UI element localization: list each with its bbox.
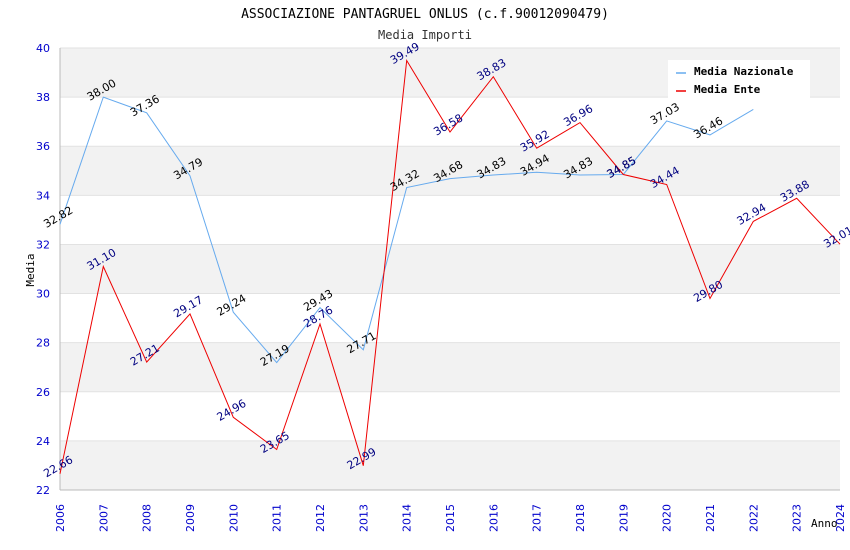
x-tick-label: 2015 [444, 504, 457, 532]
data-label: 36.58 [431, 111, 465, 138]
y-tick-labels: 22 24 26 28 30 32 34 36 38 40 [36, 42, 50, 497]
chart-subtitle: Media Importi [378, 28, 472, 42]
x-tick-label: 2017 [531, 504, 544, 532]
x-tick-label: 2010 [227, 504, 240, 532]
series-line-media-nazionale [59, 96, 754, 364]
series-line-media-ente [59, 58, 841, 474]
grid-band [60, 244, 840, 294]
data-label: 36.96 [561, 102, 595, 129]
y-tick-label: 38 [36, 91, 50, 104]
data-label: 32.82 [41, 204, 75, 231]
legend-label-media-ente: Media Ente [694, 83, 761, 96]
x-tick-label: 2022 [747, 504, 760, 532]
x-tick-label: 2021 [704, 504, 717, 532]
x-tick-label: 2020 [661, 504, 674, 532]
x-tick-label: 2006 [54, 504, 67, 532]
y-tick-label: 36 [36, 140, 50, 153]
grid-lines [60, 47, 840, 491]
y-tick-label: 34 [36, 189, 50, 202]
x-tick-label: 2024 [834, 504, 847, 532]
y-axis-label: Media [24, 253, 37, 286]
x-tick-label: 2019 [617, 504, 630, 532]
x-tick-label: 2016 [487, 504, 500, 532]
x-tick-label: 2007 [97, 504, 110, 532]
x-tick-labels: 2006 2007 2008 2009 2010 2011 2012 2013 2014 2015… [54, 504, 847, 532]
grid-bands [60, 48, 840, 490]
y-tick-label: 30 [36, 288, 50, 301]
y-tick-label: 40 [36, 42, 50, 55]
grid-band [60, 342, 840, 392]
y-tick-label: 32 [36, 238, 50, 251]
series-lines [59, 58, 841, 474]
data-label: 24.96 [215, 397, 249, 424]
y-tick-label: 24 [36, 435, 50, 448]
x-tick-label: 2008 [141, 504, 154, 532]
x-tick-label: 2014 [401, 504, 414, 532]
grid-band [60, 440, 840, 490]
legend: Media Nazionale Media Ente [668, 60, 810, 100]
y-tick-label: 22 [36, 484, 50, 497]
legend-background [668, 60, 810, 100]
y-tick-label: 28 [36, 337, 50, 350]
x-tick-label: 2011 [271, 504, 284, 532]
chart-title: ASSOCIAZIONE PANTAGRUEL ONLUS (c.f.90012… [241, 7, 609, 22]
x-tick-label: 2023 [791, 504, 804, 532]
x-axis-label: Anno [811, 517, 838, 530]
legend-label-media-nazionale: Media Nazionale [694, 65, 794, 78]
x-tick-label: 2013 [357, 504, 370, 532]
data-label: 36.46 [691, 114, 725, 141]
grid-band [60, 146, 840, 196]
y-tick-label: 26 [36, 386, 50, 399]
x-tick-label: 2018 [574, 504, 587, 532]
x-tick-label: 2009 [184, 504, 197, 532]
x-tick-label: 2012 [314, 504, 327, 532]
data-label: 29.24 [215, 292, 249, 319]
